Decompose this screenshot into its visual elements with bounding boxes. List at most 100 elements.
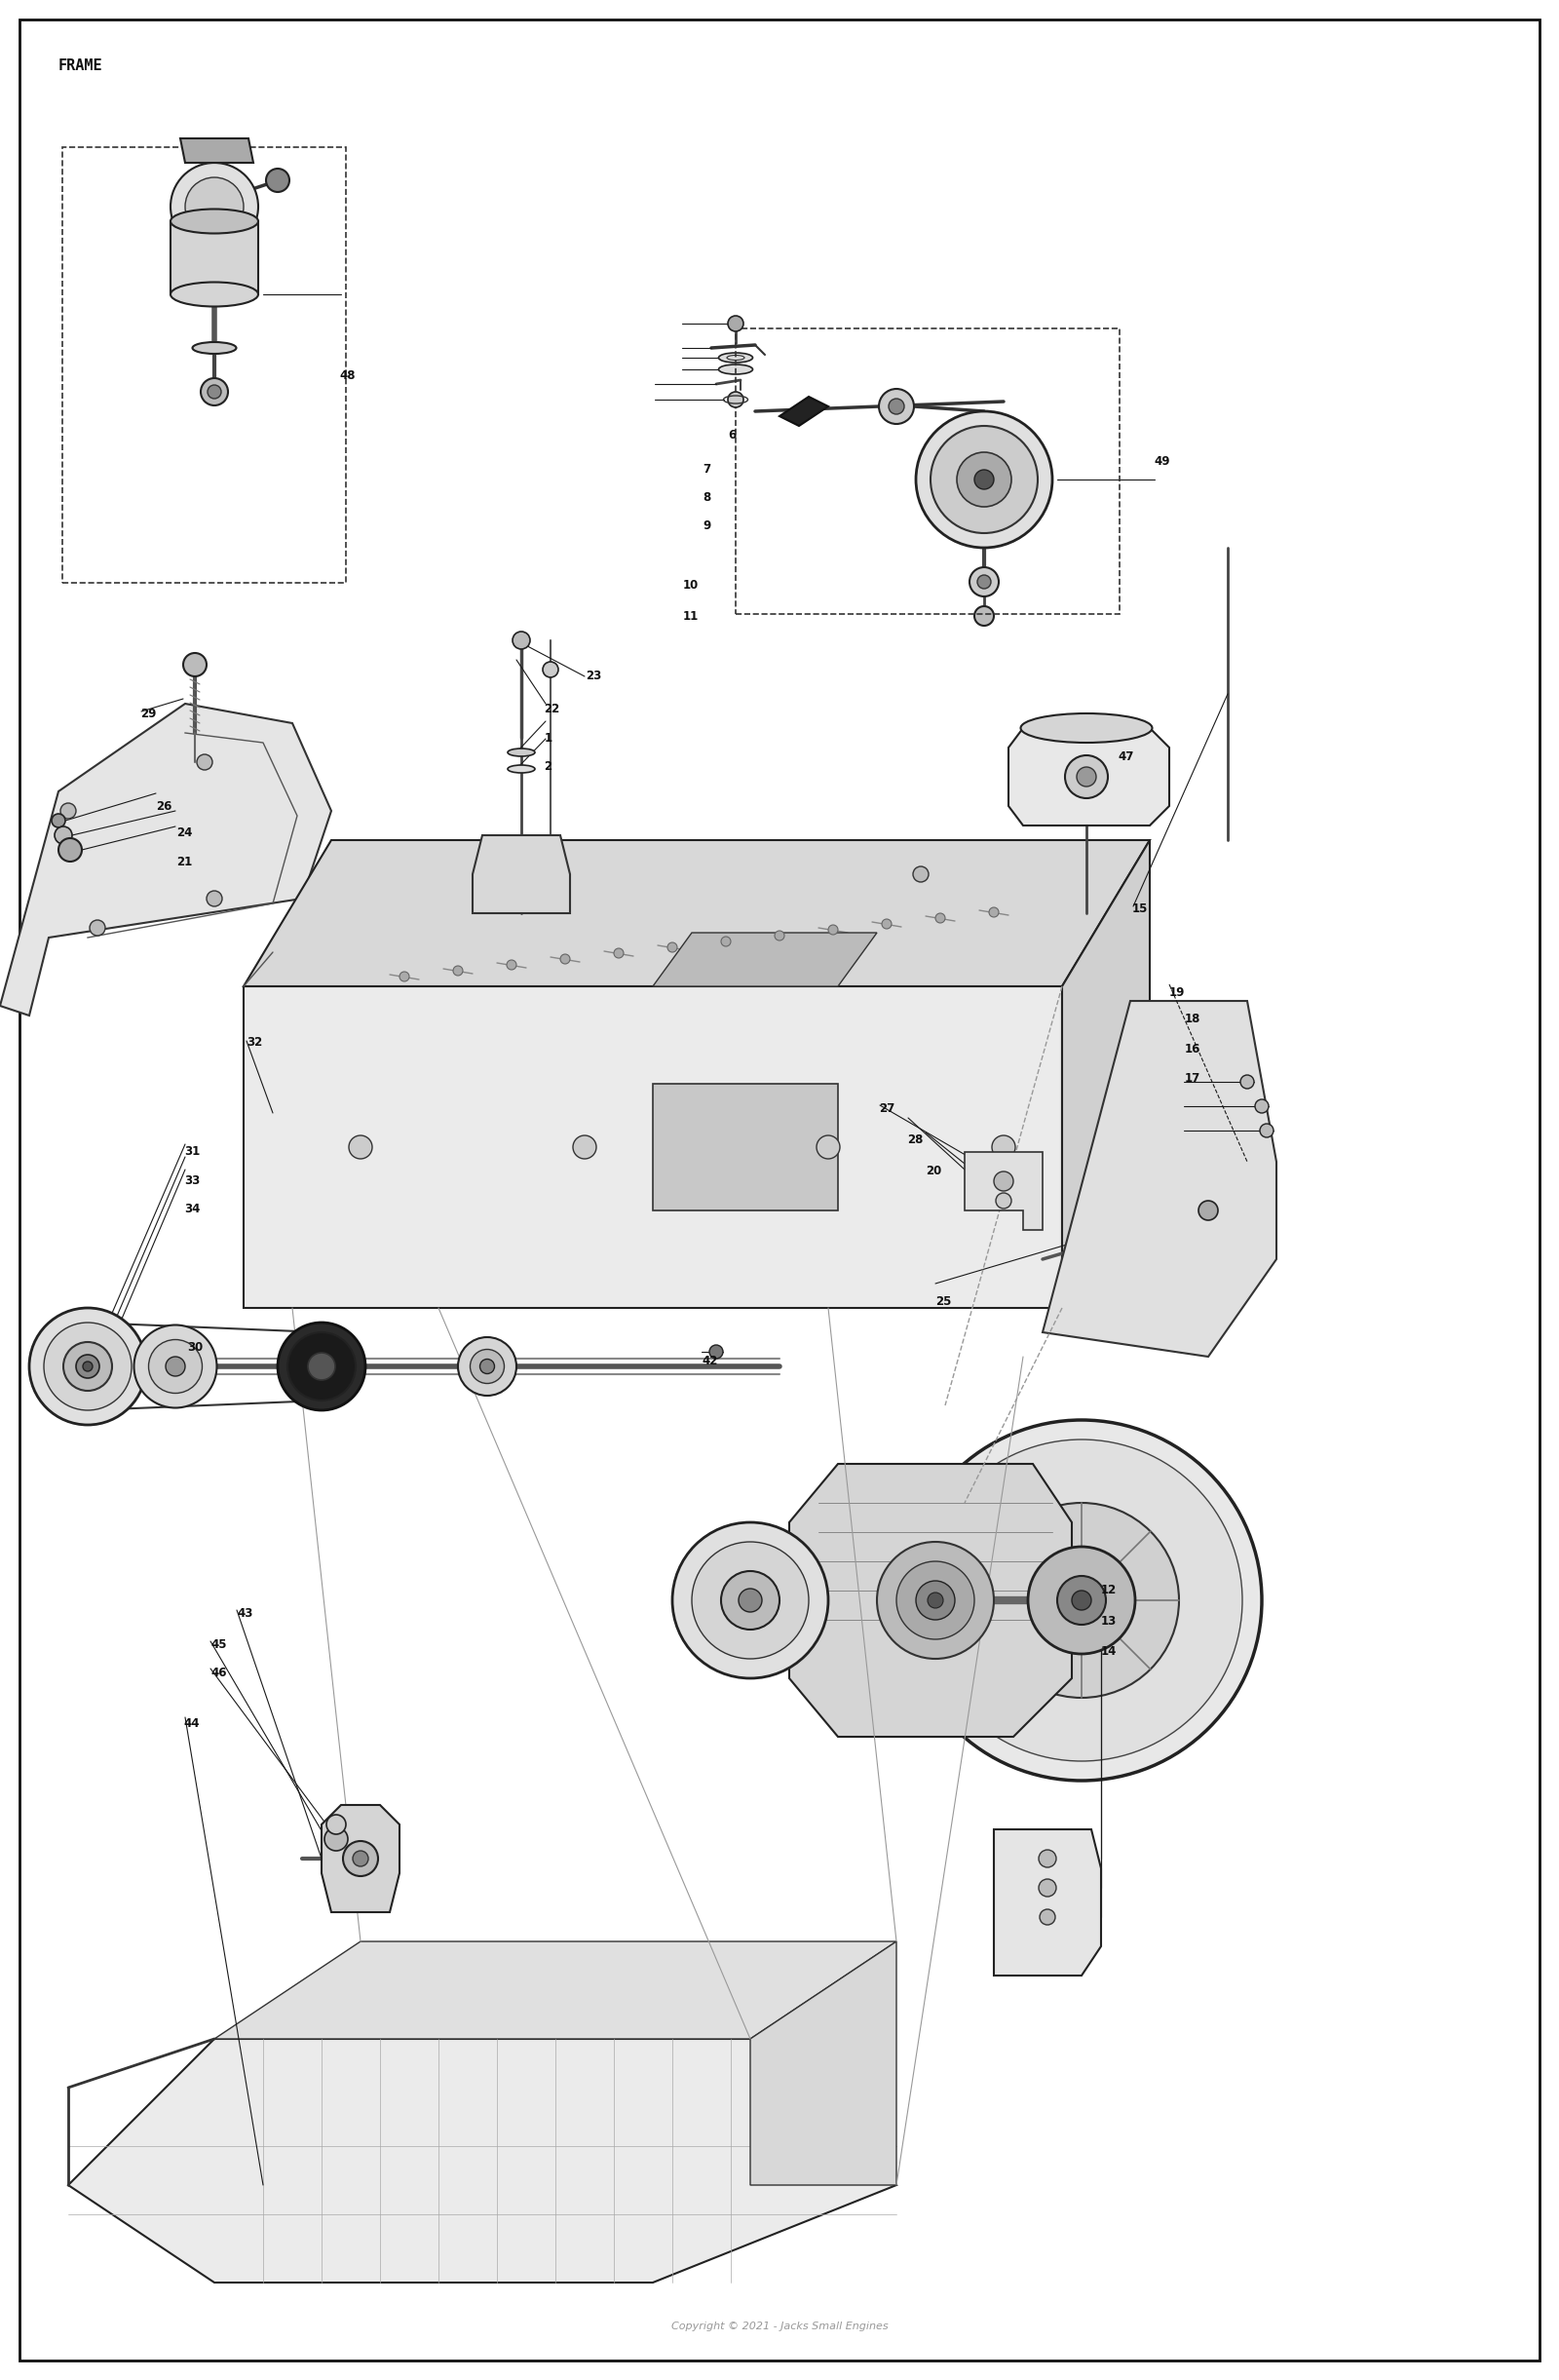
Circle shape	[507, 959, 516, 969]
Circle shape	[201, 378, 228, 405]
Text: 7: 7	[703, 462, 711, 476]
Ellipse shape	[165, 1357, 186, 1376]
Text: 21: 21	[176, 854, 192, 869]
Polygon shape	[1062, 840, 1151, 1309]
Circle shape	[513, 631, 530, 650]
Text: 44: 44	[184, 1716, 200, 1730]
Text: 12: 12	[1101, 1583, 1116, 1597]
Text: 11: 11	[683, 609, 698, 624]
Circle shape	[914, 866, 929, 883]
Bar	[736, 328, 1119, 614]
Circle shape	[186, 178, 243, 236]
Circle shape	[352, 1852, 368, 1866]
Circle shape	[399, 971, 410, 981]
Circle shape	[1065, 754, 1108, 797]
Circle shape	[326, 1814, 346, 1835]
Circle shape	[974, 469, 995, 490]
Text: 47: 47	[1118, 750, 1133, 764]
Circle shape	[901, 1421, 1261, 1780]
Text: 32: 32	[246, 1035, 262, 1050]
Circle shape	[995, 1171, 1013, 1190]
Text: 9: 9	[703, 519, 711, 533]
Circle shape	[207, 890, 223, 907]
Circle shape	[61, 802, 76, 819]
Circle shape	[574, 1135, 597, 1159]
Ellipse shape	[148, 1340, 203, 1392]
Circle shape	[896, 1561, 974, 1640]
Ellipse shape	[508, 747, 535, 757]
Ellipse shape	[287, 1333, 355, 1399]
Circle shape	[957, 452, 1012, 507]
Circle shape	[931, 426, 1038, 533]
Text: 19: 19	[1169, 985, 1185, 1000]
Ellipse shape	[309, 1352, 335, 1380]
Circle shape	[728, 393, 744, 407]
Ellipse shape	[134, 1326, 217, 1409]
Ellipse shape	[458, 1338, 516, 1395]
Polygon shape	[789, 1464, 1073, 1737]
Text: 13: 13	[1101, 1614, 1116, 1628]
Text: 30: 30	[187, 1340, 203, 1354]
Circle shape	[1038, 1849, 1057, 1868]
Polygon shape	[1043, 1002, 1277, 1357]
Text: 24: 24	[176, 826, 192, 840]
Text: 14: 14	[1101, 1645, 1116, 1659]
Circle shape	[349, 1135, 373, 1159]
Circle shape	[1057, 1576, 1105, 1626]
Circle shape	[1073, 1590, 1091, 1609]
Bar	[62, 148, 346, 583]
Circle shape	[59, 838, 83, 862]
Circle shape	[454, 966, 463, 976]
Circle shape	[828, 926, 839, 935]
Text: 26: 26	[156, 800, 171, 814]
Circle shape	[51, 814, 65, 828]
Polygon shape	[995, 1830, 1101, 1975]
Circle shape	[722, 938, 731, 947]
Circle shape	[1199, 1202, 1218, 1221]
Circle shape	[992, 1135, 1015, 1159]
Text: 18: 18	[1185, 1011, 1200, 1026]
Ellipse shape	[471, 1349, 504, 1383]
Circle shape	[267, 169, 290, 193]
Ellipse shape	[170, 283, 259, 307]
Circle shape	[692, 1542, 809, 1659]
Circle shape	[996, 1192, 1012, 1209]
Polygon shape	[0, 704, 332, 1016]
Circle shape	[1260, 1123, 1274, 1138]
Circle shape	[1040, 1909, 1055, 1925]
Ellipse shape	[76, 1354, 100, 1378]
Circle shape	[977, 576, 992, 588]
Ellipse shape	[719, 352, 753, 362]
Circle shape	[917, 1580, 954, 1621]
Circle shape	[739, 1587, 762, 1611]
Polygon shape	[215, 1942, 896, 2040]
Text: 20: 20	[926, 1164, 942, 1178]
Text: 10: 10	[683, 578, 698, 593]
Circle shape	[1027, 1547, 1135, 1654]
Text: 46: 46	[210, 1666, 226, 1680]
Circle shape	[343, 1842, 379, 1875]
Circle shape	[672, 1523, 828, 1678]
Text: 6: 6	[728, 428, 736, 443]
Circle shape	[474, 866, 490, 883]
Ellipse shape	[719, 364, 753, 374]
Circle shape	[879, 388, 914, 424]
Circle shape	[614, 947, 624, 959]
Text: FRAME: FRAME	[59, 60, 103, 74]
Polygon shape	[243, 840, 1151, 985]
Circle shape	[921, 1440, 1243, 1761]
Circle shape	[207, 386, 221, 397]
Circle shape	[722, 1571, 780, 1630]
Polygon shape	[181, 138, 254, 162]
Ellipse shape	[278, 1323, 365, 1411]
Circle shape	[974, 607, 995, 626]
Text: Copyright © 2021 - Jacks Small Engines: Copyright © 2021 - Jacks Small Engines	[670, 2320, 889, 2332]
Text: 43: 43	[237, 1606, 253, 1621]
Circle shape	[55, 826, 72, 845]
Circle shape	[1255, 1100, 1269, 1114]
Text: 33: 33	[184, 1173, 200, 1188]
Polygon shape	[69, 2040, 896, 2282]
Circle shape	[184, 652, 207, 676]
Text: 15: 15	[1132, 902, 1147, 916]
Circle shape	[928, 1592, 943, 1609]
